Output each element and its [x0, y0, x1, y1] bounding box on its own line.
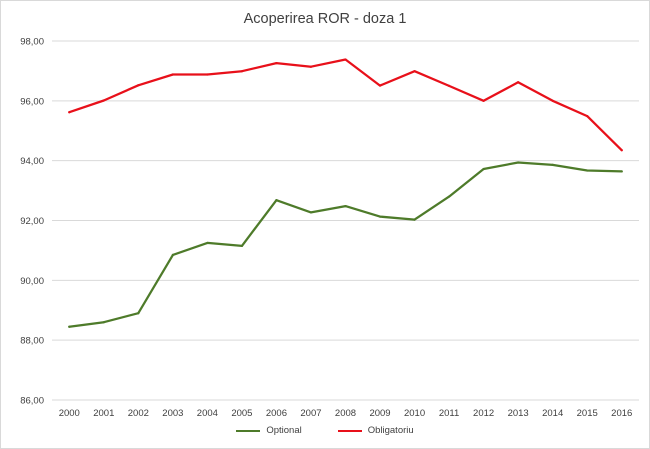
data-point-optional	[447, 195, 451, 198]
series-line-obligatoriu	[68, 58, 623, 152]
x-tick-label: 2013	[508, 408, 529, 419]
x-tick-label: 2005	[231, 408, 252, 419]
y-tick-label: 86,00	[20, 396, 44, 407]
series-line-optional	[68, 161, 623, 328]
x-tick-label: 2000	[59, 408, 80, 419]
legend-swatch	[236, 429, 261, 432]
x-tick-label: 2008	[335, 408, 356, 419]
legend-item-optional: Optional	[236, 425, 302, 436]
data-point-optional	[137, 312, 140, 315]
y-tick-label: 94,00	[20, 156, 44, 167]
x-tick-label: 2009	[369, 408, 390, 419]
data-point-optional	[240, 244, 244, 248]
y-tick-label: 92,00	[20, 216, 44, 227]
x-tick-label: 2004	[197, 408, 218, 419]
data-point-obligatoriu	[344, 58, 347, 61]
data-point-optional	[551, 163, 554, 166]
data-point-obligatoriu	[68, 111, 71, 114]
data-point-obligatoriu	[275, 62, 278, 65]
data-point-obligatoriu	[240, 70, 244, 73]
legend-label: Obligatoriu	[367, 425, 414, 436]
x-tick-label: 2010	[404, 408, 425, 419]
chart-legend: Optional Obligatoriu	[1, 425, 649, 436]
x-tick-label: 2016	[611, 408, 632, 419]
data-point-obligatoriu	[482, 99, 485, 102]
data-point-obligatoriu	[517, 81, 520, 84]
data-point-obligatoriu	[102, 99, 105, 102]
data-point-obligatoriu	[447, 84, 451, 87]
data-point-optional	[378, 215, 382, 218]
data-point-obligatoriu	[551, 99, 554, 102]
data-point-obligatoriu	[586, 114, 589, 118]
y-tick-label: 88,00	[20, 336, 44, 347]
data-point-optional	[275, 199, 278, 202]
data-point-optional	[586, 169, 589, 172]
data-point-obligatoriu	[620, 149, 623, 152]
x-tick-label: 2011	[439, 408, 459, 419]
x-tick-label: 2002	[128, 408, 149, 419]
data-point-optional	[517, 161, 520, 164]
data-point-optional	[171, 253, 174, 257]
data-point-optional	[413, 218, 416, 221]
chart-title: Acoperirea ROR - doza 1	[243, 11, 407, 27]
y-tick-label: 98,00	[20, 37, 44, 48]
data-point-optional	[344, 205, 347, 208]
data-point-obligatoriu	[206, 73, 209, 76]
data-point-optional	[68, 325, 71, 328]
x-tick-label: 2015	[577, 408, 598, 419]
data-point-obligatoriu	[309, 65, 313, 68]
data-point-obligatoriu	[378, 84, 382, 87]
y-tick-label: 96,00	[20, 96, 44, 107]
x-tick-label: 2007	[300, 408, 321, 419]
x-tick-label: 2003	[162, 408, 183, 419]
data-point-optional	[102, 321, 105, 324]
x-tick-label: 2014	[542, 408, 563, 419]
data-point-optional	[482, 167, 485, 171]
y-tick-label: 90,00	[20, 276, 44, 287]
x-tick-label: 2006	[266, 408, 287, 419]
legend-item-obligatoriu: Obligatoriu	[337, 425, 414, 436]
data-point-obligatoriu	[171, 73, 174, 76]
legend-swatch	[337, 429, 362, 432]
data-point-optional	[206, 241, 209, 245]
data-point-obligatoriu	[137, 84, 140, 87]
data-point-optional	[309, 211, 313, 214]
x-tick-label: 2001	[93, 408, 114, 419]
data-point-optional	[620, 170, 623, 173]
data-point-obligatoriu	[413, 70, 416, 73]
x-tick-label: 2012	[473, 408, 494, 419]
legend-label: Optional	[266, 425, 302, 436]
